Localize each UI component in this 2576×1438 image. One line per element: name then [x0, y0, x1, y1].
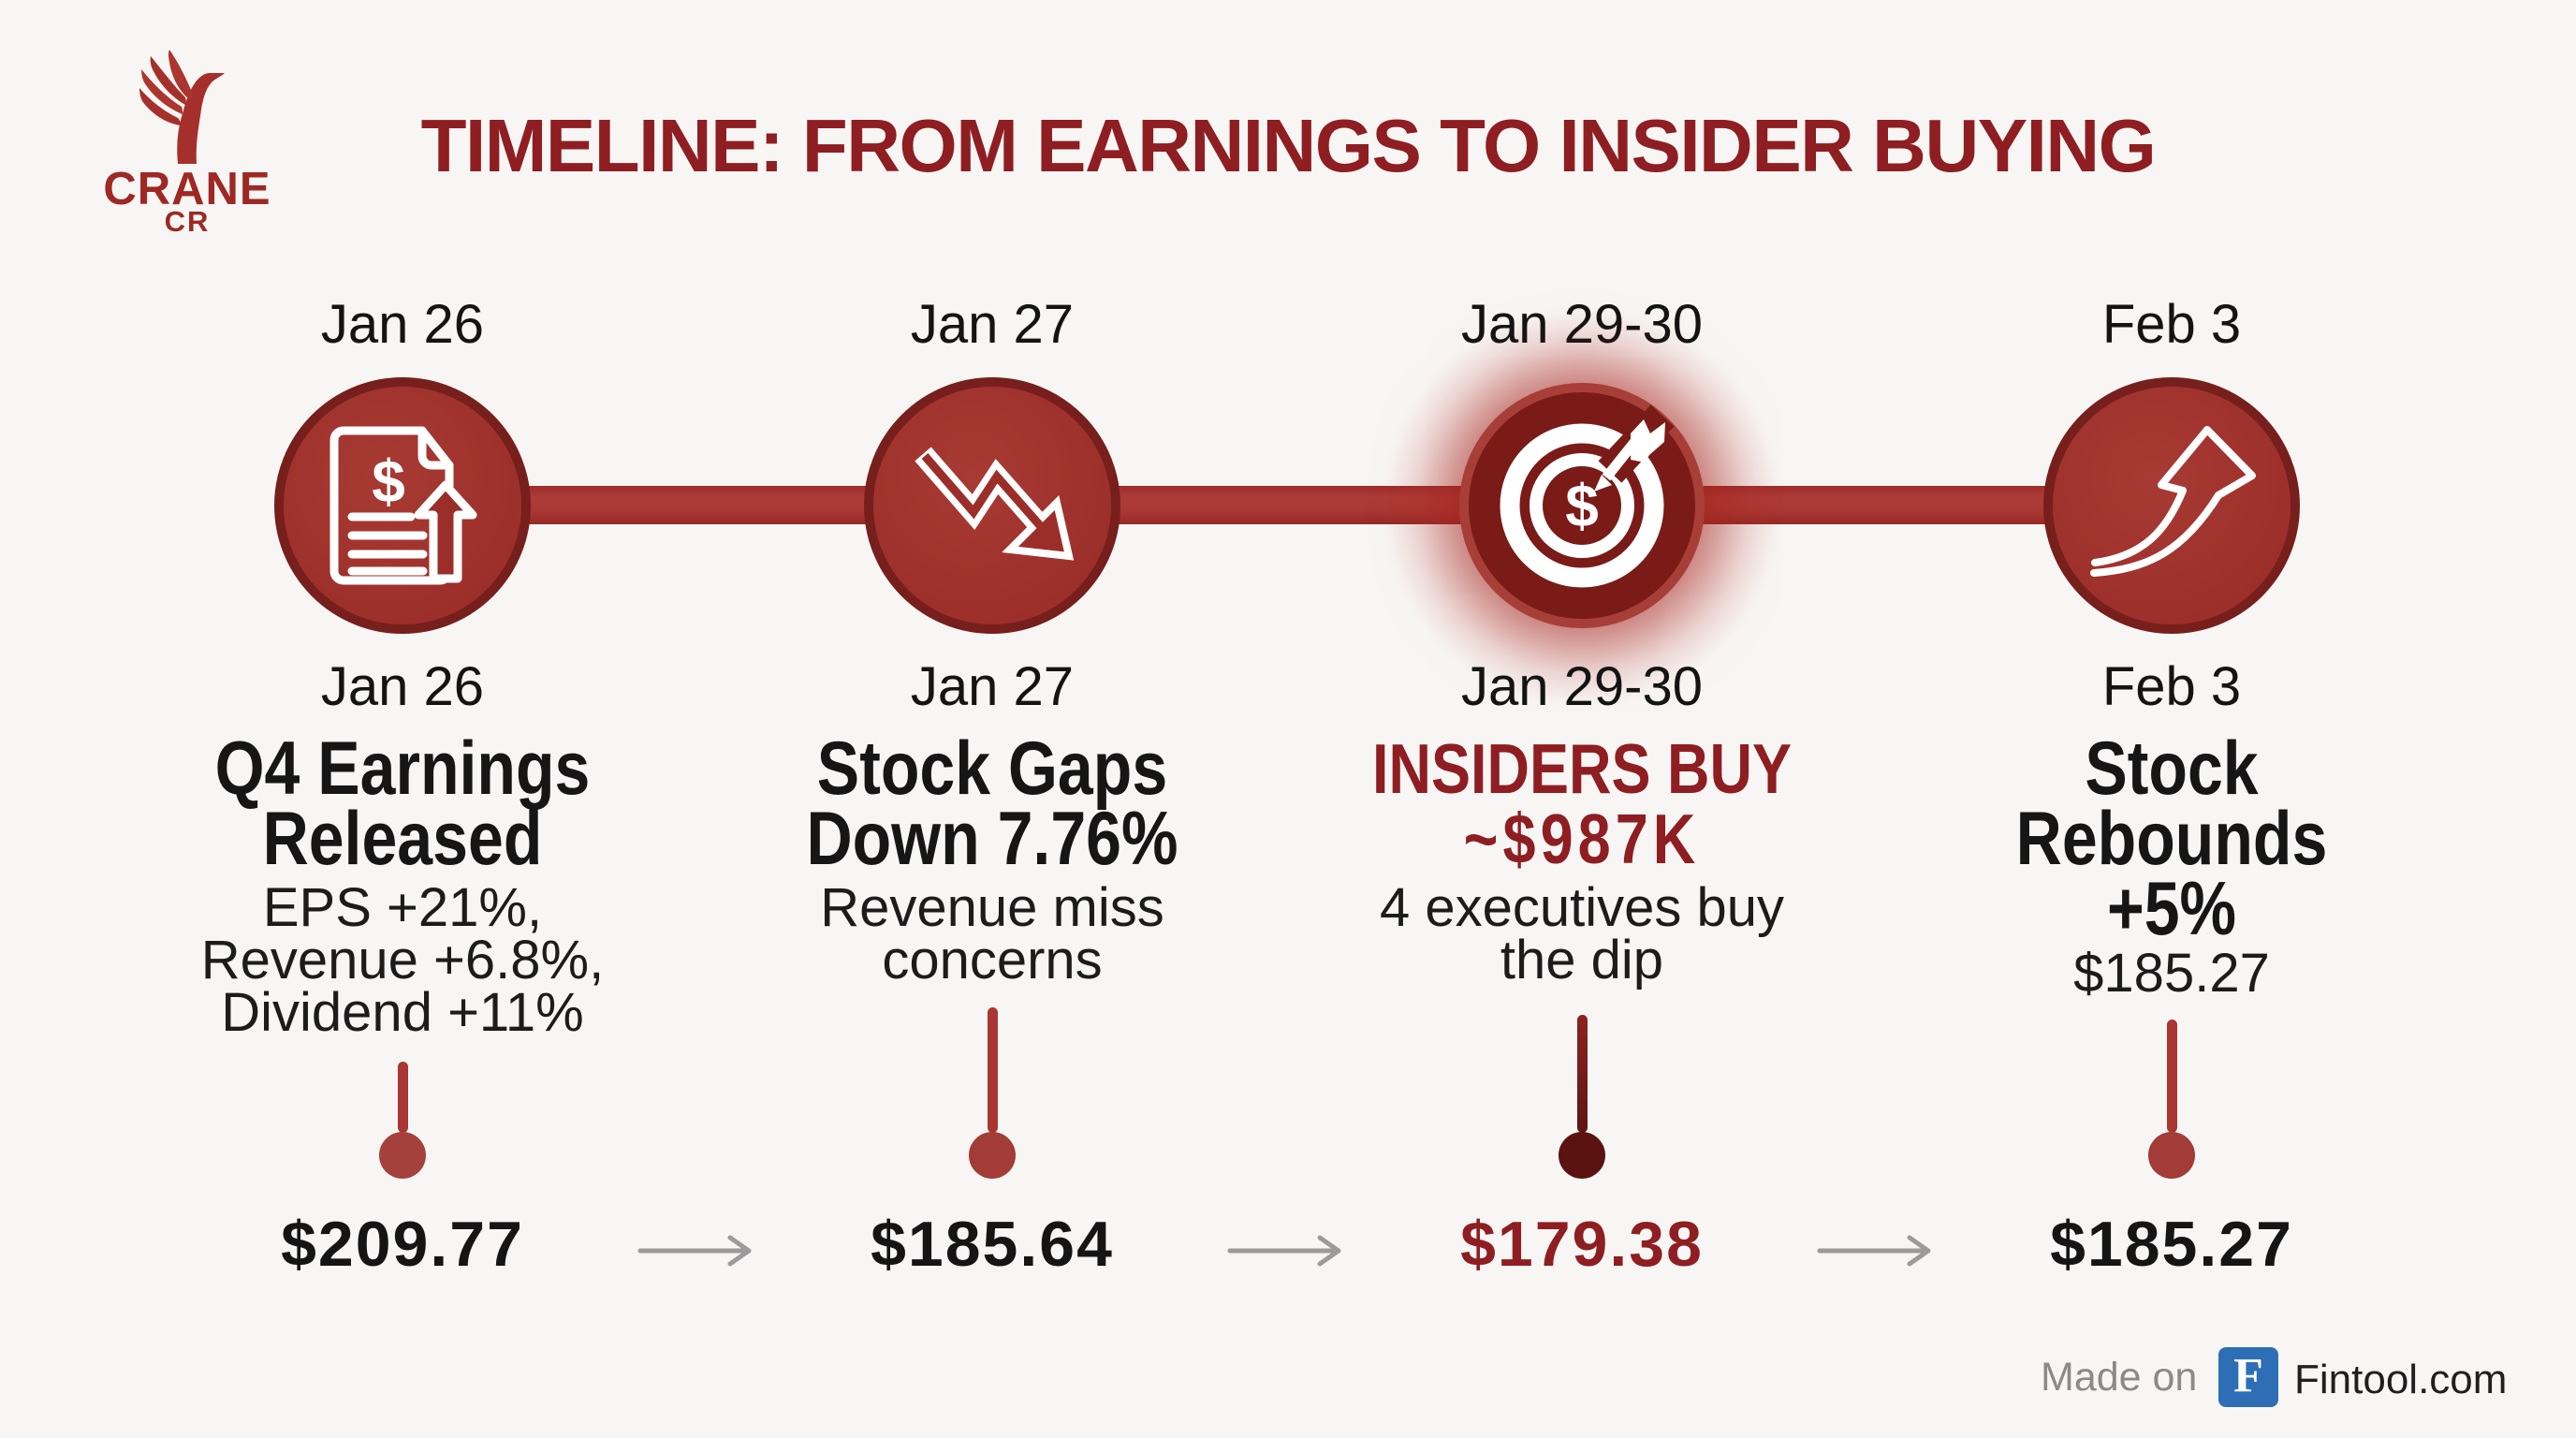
svg-text:$: $: [372, 448, 405, 515]
svg-text:$: $: [1565, 472, 1599, 539]
